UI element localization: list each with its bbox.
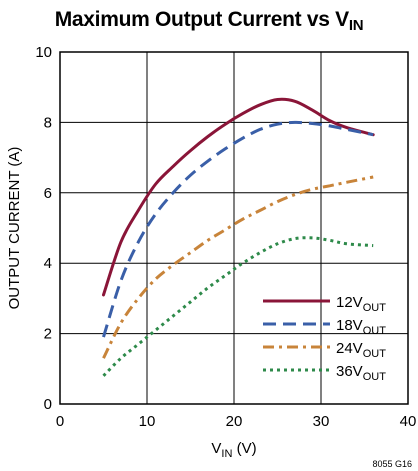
legend-label-12v: 12VOUT <box>336 294 386 314</box>
figure-id: 8055 G16 <box>372 459 412 469</box>
y-tick-label: 8 <box>44 114 52 131</box>
x-tick-label: 30 <box>313 413 330 430</box>
series-line-24v <box>102 175 374 359</box>
y-tick-label: 4 <box>44 255 52 272</box>
series-line-36v <box>102 236 374 377</box>
x-axis-label: VIN (V) <box>211 440 256 460</box>
plot-frame <box>59 51 409 405</box>
y-tick-label: 0 <box>44 396 52 413</box>
grid <box>59 51 409 405</box>
chart-title: Maximum Output Current vs VIN <box>54 8 364 34</box>
x-tick-label: 0 <box>56 413 64 430</box>
x-tick-label: 20 <box>226 413 243 430</box>
series-line-12v <box>102 97 375 297</box>
legend-label-36v: 36VOUT <box>336 363 386 383</box>
y-tick-label: 2 <box>44 326 52 343</box>
legend-label-24v: 24VOUT <box>336 340 386 360</box>
ticks: 0 10 20 30 40 0 2 4 6 8 10 <box>35 44 416 430</box>
y-tick-label: 6 <box>44 185 52 202</box>
x-tick-label: 40 <box>400 413 417 430</box>
legend: 12VOUT 18VOUT 24VOUT 36VOUT <box>263 294 386 383</box>
legend-label-18v: 18VOUT <box>336 317 386 337</box>
axis-labels: VIN (V) OUTPUT CURRENT (A) 8055 G16 <box>6 147 412 469</box>
x-tick-label: 10 <box>139 413 156 430</box>
y-axis-label: OUTPUT CURRENT (A) <box>6 147 23 310</box>
series-line-18v <box>102 120 374 338</box>
y-tick-label: 10 <box>35 44 52 61</box>
series-layer <box>102 97 375 377</box>
